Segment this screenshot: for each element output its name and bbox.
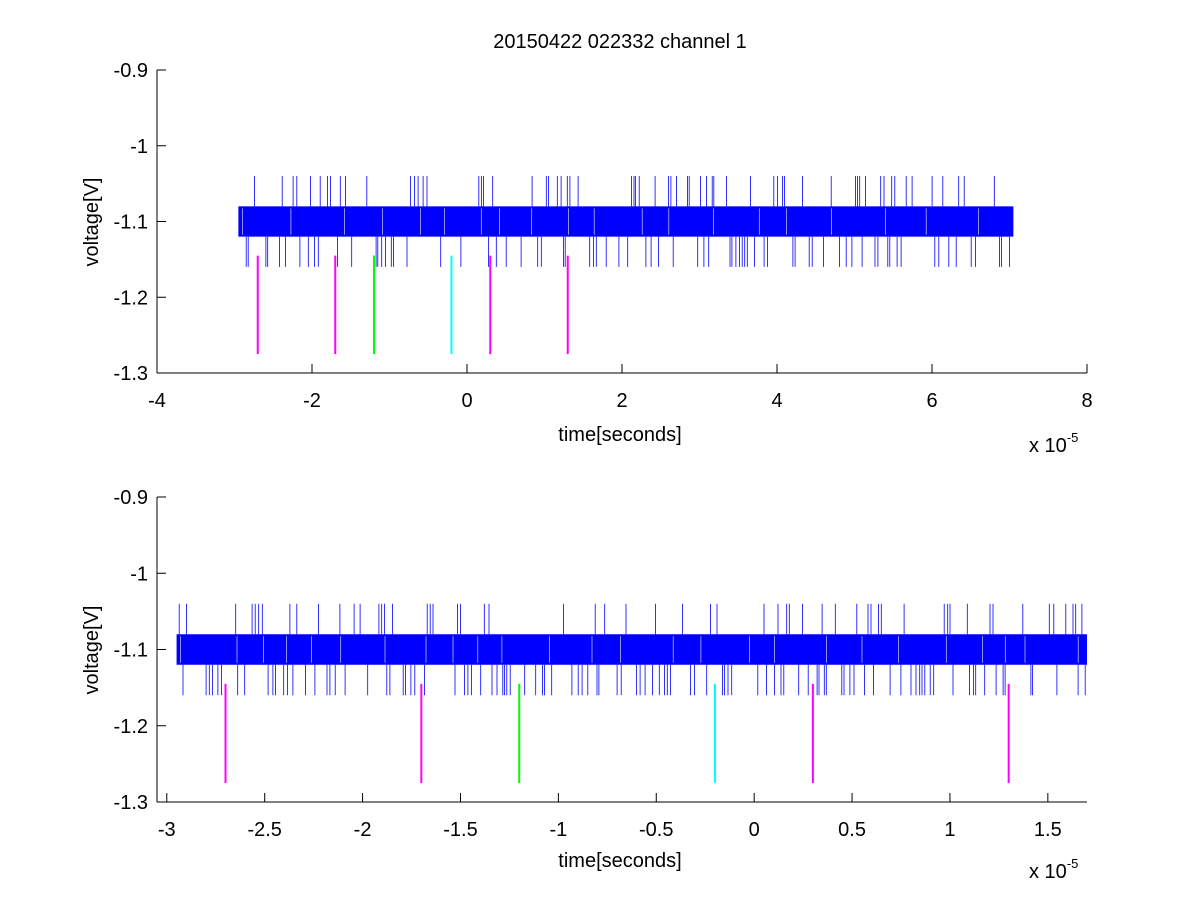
x-tick-label: -1.5 xyxy=(443,819,477,841)
x-tick-label: 0 xyxy=(461,390,472,412)
signal-spikes xyxy=(245,176,1010,267)
x-tick-label: -2 xyxy=(303,390,321,412)
x-tick-label: 4 xyxy=(771,390,782,412)
x-exponent-label: x 10-5 xyxy=(1029,430,1078,457)
top-subplot: -1.3 -1.2 -1.1 -1 -0.9 -4 -2 0 2 4 6 8 time[second… xyxy=(81,60,1093,457)
x-tick-labels: -4 -2 0 2 4 6 8 xyxy=(148,390,1092,412)
y-tick-label: -1.2 xyxy=(114,716,148,738)
x-tick-label: 0 xyxy=(749,819,760,841)
signal-gaps xyxy=(180,636,1079,663)
axes-frame xyxy=(156,496,1087,803)
x-axis-label: time[seconds] xyxy=(558,850,681,872)
y-axis-label: voltage[V] xyxy=(81,178,103,267)
x-tick-label: 1.5 xyxy=(1034,819,1062,841)
signal-trace xyxy=(238,176,1014,267)
y-tick-label: -1 xyxy=(130,563,148,585)
x-tick-label: -3 xyxy=(158,819,176,841)
y-tick-label: -1.1 xyxy=(114,212,148,234)
y-tick-label: -1.1 xyxy=(114,640,148,662)
x-tick-label: -2 xyxy=(354,819,372,841)
y-tick-label: -0.9 xyxy=(114,487,148,509)
x-tick-labels: -3 -2.5 -2 -1.5 -1 -0.5 0 0.5 1 1.5 xyxy=(158,819,1062,841)
axes-frame xyxy=(156,69,1088,374)
x-tick-label: -1 xyxy=(549,819,567,841)
x-exponent-power: -5 xyxy=(1067,430,1079,445)
x-tick-label: 8 xyxy=(1081,390,1092,412)
signal-trace xyxy=(176,603,1087,696)
x-exponent-base: x 10 xyxy=(1029,435,1067,457)
signal-gaps xyxy=(242,208,979,235)
figure-title: 20150422 022332 channel 1 xyxy=(493,31,747,53)
x-tick-label: 2 xyxy=(616,390,627,412)
x-axis-label: time[seconds] xyxy=(558,424,681,446)
signal-spikes xyxy=(178,603,1086,696)
y-tick-label: -1.3 xyxy=(114,363,148,385)
signal-band xyxy=(176,634,1087,665)
y-tick-label: -1 xyxy=(130,136,148,158)
signal-band xyxy=(238,206,1014,237)
event-markers xyxy=(224,683,1010,783)
x-tick-label: 1 xyxy=(944,819,955,841)
y-tick-label: -1.3 xyxy=(114,792,148,814)
event-markers xyxy=(256,255,569,355)
x-exponent-base: x 10 xyxy=(1029,861,1067,883)
x-exponent-label: x 10-5 xyxy=(1029,856,1078,883)
x-tick-label: -0.5 xyxy=(639,819,673,841)
x-tick-label: -4 xyxy=(148,390,166,412)
bottom-subplot: -1.3 -1.2 -1.1 -1 -0.9 -3 -2.5 -2 -1.5 -1 -0.5 0 0.… xyxy=(81,487,1087,883)
x-tick-label: 0.5 xyxy=(838,819,866,841)
y-axis-label: voltage[V] xyxy=(81,606,103,695)
y-tick-label: -0.9 xyxy=(114,60,148,82)
y-tick-label: -1.2 xyxy=(114,287,148,309)
x-tick-label: -2.5 xyxy=(247,819,281,841)
x-exponent-power: -5 xyxy=(1067,856,1079,871)
x-tick-label: 6 xyxy=(926,390,937,412)
y-tick-labels: -1.3 -1.2 -1.1 -1 -0.9 xyxy=(114,487,148,814)
y-tick-labels: -1.3 -1.2 -1.1 -1 -0.9 xyxy=(114,60,148,385)
